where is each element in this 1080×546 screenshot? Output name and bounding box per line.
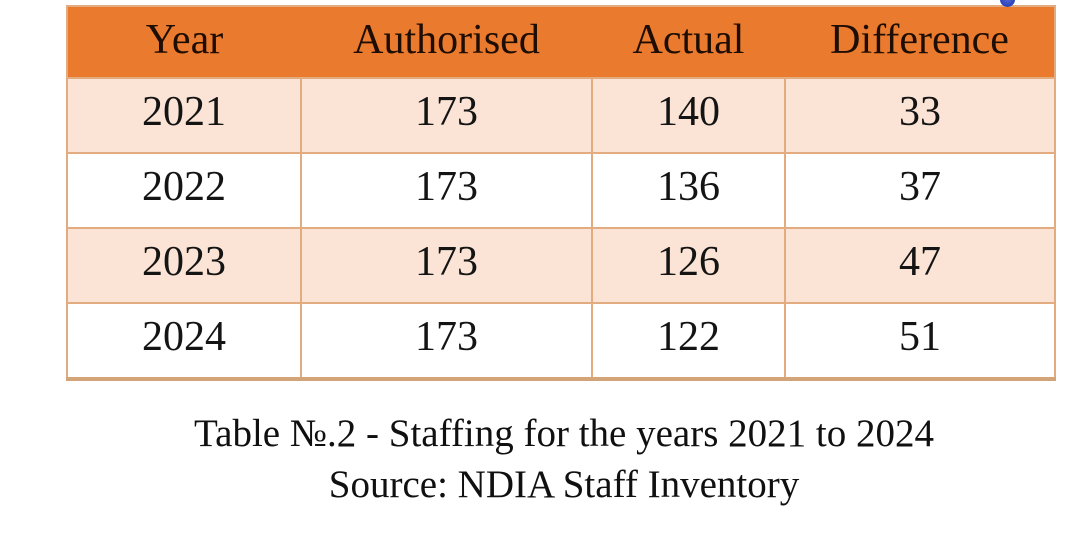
caption-source: Source: NDIA Staff Inventory <box>328 463 800 506</box>
cell-actual: 140 <box>591 77 786 154</box>
column-header-authorised: Authorised <box>301 6 592 78</box>
table-caption: Table №.2 - Staffing for the years 2021 … <box>66 408 1062 510</box>
cell-actual: 136 <box>591 152 786 229</box>
caption-title: Table №.2 - Staffing for the years 2021 … <box>194 412 934 455</box>
cell-actual: 126 <box>591 227 786 304</box>
cell-actual: 122 <box>591 302 786 380</box>
cell-difference: 51 <box>784 302 1056 380</box>
cell-authorised: 173 <box>300 77 593 154</box>
column-header-actual: Actual <box>592 6 785 78</box>
table-row-2021: 2021 173 140 33 <box>66 77 1056 154</box>
cell-year: 2023 <box>66 227 302 304</box>
annotation-handle-dot <box>1000 0 1015 7</box>
table-row-2023: 2023 173 126 47 <box>66 227 1056 304</box>
table-row-2022: 2022 173 136 37 <box>66 152 1056 229</box>
column-header-year: Year <box>67 6 301 78</box>
cell-year: 2021 <box>66 77 302 154</box>
cell-authorised: 173 <box>300 227 593 304</box>
cell-year: 2022 <box>66 152 302 229</box>
cell-difference: 47 <box>784 227 1056 304</box>
cell-difference: 33 <box>784 77 1056 154</box>
staffing-table: Year Authorised Actual Difference 2021 1… <box>66 5 1056 381</box>
table-header-row: Year Authorised Actual Difference <box>67 6 1055 78</box>
cell-difference: 37 <box>784 152 1056 229</box>
column-header-difference: Difference <box>785 6 1055 78</box>
cell-authorised: 173 <box>300 302 593 380</box>
table-row-2024: 2024 173 122 51 <box>66 302 1056 380</box>
cell-authorised: 173 <box>300 152 593 229</box>
cell-year: 2024 <box>66 302 302 380</box>
